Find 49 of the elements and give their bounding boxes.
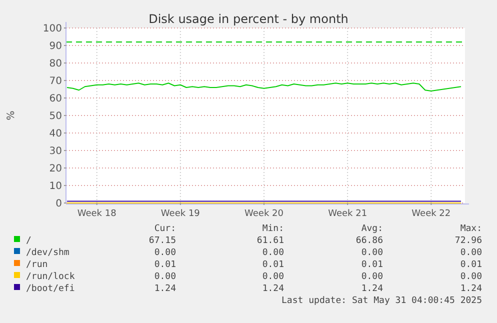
- y-tick-label: 70: [49, 76, 62, 87]
- text: Avg:: [361, 224, 383, 234]
- y-tick-label: 90: [49, 41, 62, 52]
- text: Min:: [262, 224, 284, 234]
- y-tick-label: 60: [49, 94, 62, 104]
- chart-title: Disk usage in percent - by month: [148, 12, 348, 26]
- text: 0.01: [460, 260, 482, 270]
- text: Max:: [460, 224, 482, 234]
- text: Cur:: [154, 224, 176, 234]
- text: 67.15: [148, 236, 176, 246]
- x-tick-label: Week 18: [77, 209, 117, 219]
- y-tick-label: 40: [49, 128, 62, 140]
- text: 1.24: [262, 284, 284, 294]
- text: 61.61: [256, 236, 284, 246]
- legend-label: /: [26, 236, 32, 246]
- x-tick-label: Week 20: [244, 209, 284, 219]
- text: 0.00: [154, 272, 176, 282]
- x-tick-label: Week 21: [328, 209, 368, 219]
- y-tick-label: 100: [42, 24, 62, 34]
- text: 72.96: [454, 236, 482, 246]
- y-tick-label: 0: [56, 198, 62, 210]
- text: 0.00: [460, 272, 482, 282]
- y-tick-label: 20: [49, 164, 62, 174]
- text: 1.24: [460, 284, 482, 294]
- text: 1.24: [361, 284, 383, 294]
- text: 66.86: [356, 236, 383, 246]
- y-tick-label: 50: [49, 111, 62, 122]
- text: 1.24: [154, 284, 176, 294]
- legend-label: /boot/efi: [26, 284, 75, 294]
- text: 0.01: [262, 260, 284, 270]
- x-tick-label: Week 22: [412, 209, 451, 219]
- text: 0.00: [361, 272, 383, 282]
- legend-label: /run/lock: [26, 272, 76, 282]
- text: 0.00: [262, 272, 284, 282]
- text: 0.00: [154, 248, 176, 258]
- y-tick-label: 80: [49, 58, 62, 70]
- text: 0.01: [361, 260, 383, 270]
- text: Last update: Sat May 31 04:00:45 2025: [282, 296, 482, 306]
- text: 0.01: [154, 260, 176, 270]
- y-tick-label: 30: [49, 146, 62, 157]
- y-axis-title: %: [6, 110, 17, 120]
- text: 0.00: [460, 248, 482, 258]
- y-tick-label: 10: [49, 181, 62, 192]
- legend-label: /dev/shm: [26, 248, 70, 258]
- text: 0.00: [361, 248, 383, 258]
- x-tick-label: Week 19: [160, 209, 200, 219]
- text: 0.00: [262, 248, 284, 258]
- legend-label: /run: [26, 260, 48, 270]
- line-series: [66, 82, 462, 92]
